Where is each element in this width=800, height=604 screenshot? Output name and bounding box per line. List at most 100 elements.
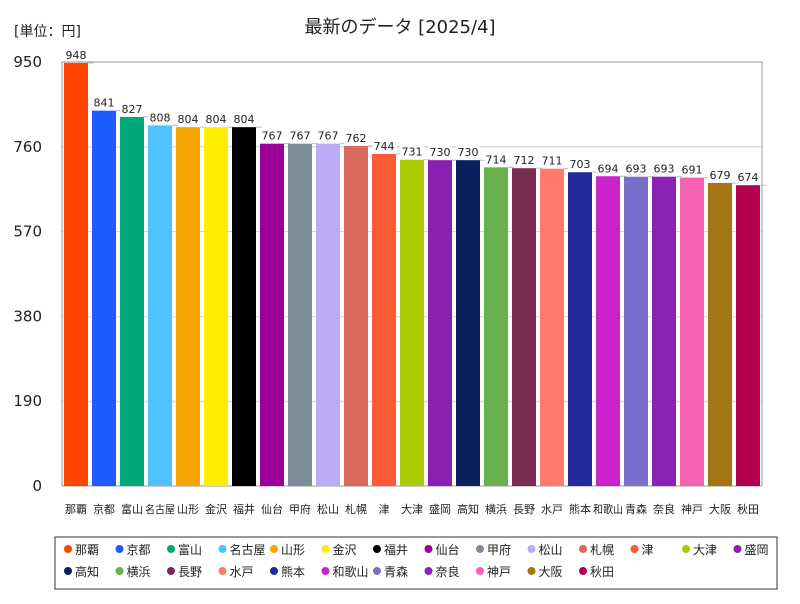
data-label: 691 — [682, 164, 703, 177]
legend-label: 大阪 — [539, 565, 563, 579]
data-label: 679 — [710, 169, 731, 182]
legend-label: 長野 — [178, 565, 202, 579]
y-tick-label: 760 — [13, 138, 42, 156]
x-tick-label: 横浜 — [485, 502, 507, 516]
bar-高知 — [456, 160, 480, 487]
legend-label: 盛岡 — [745, 542, 769, 557]
chart-title: 最新のデータ [2025/4] — [304, 17, 495, 38]
bar-甲府 — [288, 143, 312, 487]
bar-津 — [372, 153, 396, 487]
data-label-bg — [596, 161, 620, 175]
data-label: 827 — [122, 103, 143, 116]
bar-奈良 — [652, 176, 676, 486]
legend-label: 水戸 — [230, 565, 254, 579]
data-label: 744 — [374, 140, 395, 153]
legend-label: 青森 — [384, 564, 408, 579]
unit-label: [単位：円] — [14, 24, 81, 40]
bar-長野 — [512, 168, 536, 487]
legend-marker — [321, 545, 330, 553]
legend-marker — [270, 545, 278, 553]
legend — [54, 536, 778, 590]
legend-marker — [321, 567, 330, 575]
legend-label: 秋田 — [590, 565, 614, 579]
data-label-bg — [176, 112, 200, 126]
legend-marker — [64, 545, 72, 553]
x-tick-label: 甲府 — [289, 502, 311, 516]
legend-marker — [218, 545, 227, 553]
bar-神戸 — [680, 177, 704, 486]
legend-marker — [579, 567, 587, 575]
x-tick-label: 青森 — [625, 502, 647, 516]
data-label-bg — [92, 95, 116, 109]
bar-盛岡 — [428, 160, 452, 487]
x-tick-label: 福井 — [233, 502, 255, 516]
data-label-bg — [428, 145, 452, 159]
bar-京都 — [92, 110, 116, 486]
legend-label: 熊本 — [281, 564, 305, 579]
data-label-bg — [400, 144, 424, 158]
bar-横浜 — [484, 167, 508, 487]
legend-label: 福井 — [384, 542, 408, 557]
y-tick-label: 190 — [13, 392, 42, 410]
data-label: 730 — [430, 146, 451, 159]
x-tick-label: 那覇 — [65, 503, 87, 516]
data-label: 767 — [262, 130, 283, 143]
legend-marker — [527, 567, 536, 575]
legend-marker — [476, 545, 484, 553]
data-label-bg — [344, 130, 368, 144]
legend-marker — [373, 567, 381, 575]
legend-label: 甲府 — [487, 542, 511, 557]
data-label: 841 — [94, 97, 115, 110]
data-label-bg — [204, 112, 228, 126]
data-label: 703 — [570, 158, 591, 171]
data-label: 767 — [290, 130, 311, 143]
legend-marker — [476, 567, 484, 575]
x-tick-label: 名古屋 — [145, 502, 175, 516]
bar-水戸 — [540, 168, 564, 486]
bar-富山 — [120, 116, 144, 486]
legend-label: 奈良 — [436, 564, 460, 579]
data-label-bg — [232, 112, 256, 126]
bar-山形 — [176, 127, 200, 486]
data-label-bg — [372, 138, 396, 152]
legend-label: 名古屋 — [230, 542, 266, 557]
legend-label: 和歌山 — [333, 564, 369, 579]
x-tick-label: 神戸 — [681, 502, 703, 516]
y-axis-ticks: 0 190 380 570 760 950 — [13, 53, 42, 495]
legend-marker — [270, 567, 278, 575]
y-tick-label: 950 — [13, 53, 42, 71]
legend-marker — [424, 545, 433, 553]
bar-金沢 — [204, 127, 228, 486]
data-label-bg — [64, 47, 88, 61]
data-label: 804 — [206, 113, 227, 126]
legend-label: 松山 — [539, 543, 563, 557]
data-label: 693 — [654, 163, 675, 176]
data-label-bg — [260, 128, 284, 142]
x-tick-label: 奈良 — [653, 502, 675, 516]
data-label-bg — [624, 161, 648, 175]
data-label: 731 — [402, 146, 423, 159]
x-tick-label: 金沢 — [205, 502, 227, 516]
data-label-bg — [120, 101, 144, 115]
bar-札幌 — [344, 145, 368, 487]
data-label: 694 — [598, 162, 619, 175]
legend-marker — [630, 545, 639, 553]
data-label: 808 — [150, 111, 171, 124]
data-label-bg — [484, 152, 508, 166]
x-tick-label: 京都 — [93, 502, 115, 516]
bar-熊本 — [568, 172, 592, 487]
data-label-bg — [568, 157, 592, 171]
legend-marker — [64, 567, 72, 575]
data-label-bg — [288, 128, 312, 142]
x-axis-labels: 那覇 京都 富山 名古屋 山形 金沢 福井 仙台 甲府 松山 札幌津大津 盛岡 高知 横浜 長野 水戸 熊本 和歌… — [65, 502, 759, 516]
x-tick-label: 熊本 — [569, 502, 591, 516]
legend-label: 神戸 — [487, 565, 511, 579]
bar-和歌山 — [596, 176, 620, 486]
x-tick-label: 山形 — [177, 503, 199, 516]
legend-marker — [167, 545, 175, 553]
legend-marker — [115, 545, 124, 553]
data-label: 712 — [514, 154, 535, 167]
legend-marker — [167, 567, 175, 575]
data-label-bg — [148, 110, 172, 124]
